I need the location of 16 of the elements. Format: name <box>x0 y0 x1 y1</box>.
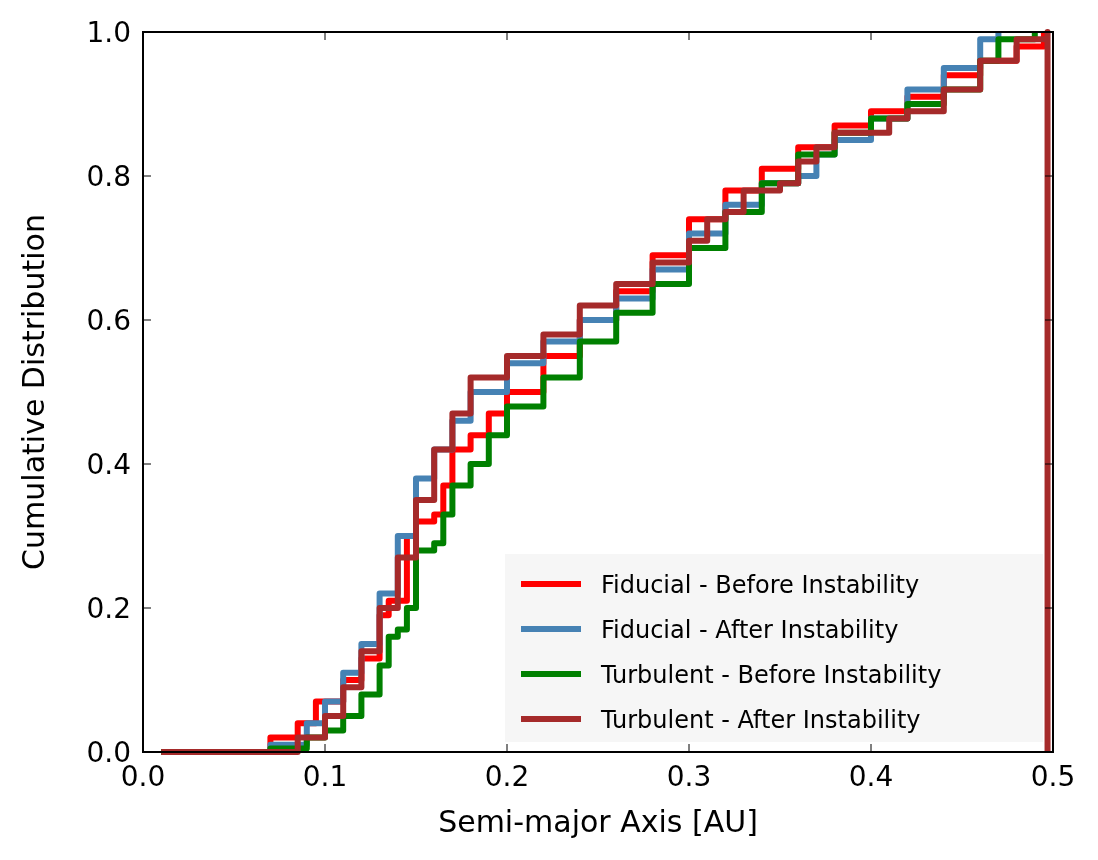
y-tick-label: 0.2 <box>86 592 131 625</box>
y-tick-label: 0.6 <box>86 304 131 337</box>
y-tick-label: 0.4 <box>86 448 131 481</box>
y-tick-label: 1.0 <box>86 16 131 49</box>
y-axis-title: Cumulative Distribution <box>16 214 51 570</box>
x-axis-title: Semi-major Axis [AU] <box>438 804 758 839</box>
y-tick-label: 0.8 <box>86 160 131 193</box>
legend-label: Fiducial - After Instability <box>601 616 899 644</box>
legend-label: Turbulent - After Instability <box>600 706 921 734</box>
x-tick-label: 0.2 <box>484 760 530 793</box>
legend-label: Turbulent - Before Instability <box>600 661 942 689</box>
x-tick-label: 0.3 <box>666 760 712 793</box>
legend-label: Fiducial - Before Instability <box>601 571 920 599</box>
x-tick-label: 0.5 <box>1030 760 1076 793</box>
x-tick-label: 0.1 <box>302 760 348 793</box>
x-tick-label: 0.4 <box>848 760 894 793</box>
